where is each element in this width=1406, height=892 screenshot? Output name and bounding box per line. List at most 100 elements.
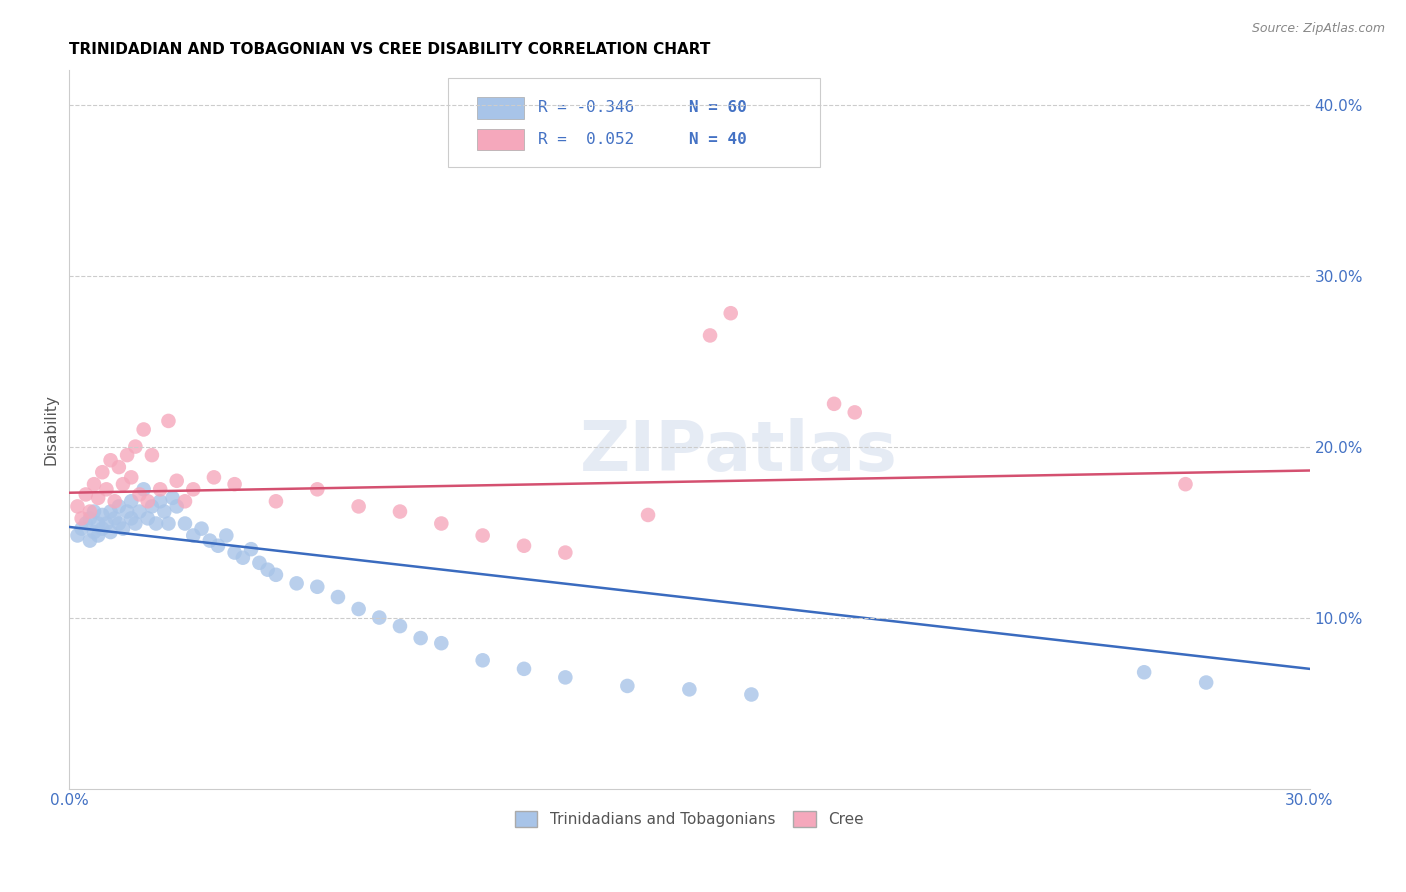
Point <box>157 516 180 531</box>
Point <box>347 602 370 616</box>
Point <box>823 397 845 411</box>
Point <box>70 522 93 536</box>
Point <box>844 405 866 419</box>
Point <box>264 494 287 508</box>
Point <box>256 563 278 577</box>
Point <box>554 670 576 684</box>
Point <box>224 477 246 491</box>
Point <box>166 474 188 488</box>
Point <box>1195 675 1218 690</box>
Point <box>224 545 246 559</box>
Point <box>83 524 105 539</box>
Point <box>409 631 432 645</box>
Point <box>132 483 155 497</box>
Point <box>128 504 150 518</box>
Point <box>115 504 138 518</box>
Point <box>104 494 127 508</box>
Point <box>108 500 131 514</box>
Y-axis label: Disability: Disability <box>44 394 58 465</box>
Point <box>145 516 167 531</box>
Point <box>699 328 721 343</box>
Point <box>616 679 638 693</box>
Point <box>174 494 197 508</box>
Point <box>91 508 114 522</box>
Point <box>120 470 142 484</box>
Point <box>136 511 159 525</box>
Point <box>79 511 101 525</box>
Point <box>149 494 172 508</box>
Point <box>124 516 146 531</box>
Point <box>111 477 134 491</box>
Point <box>87 491 110 505</box>
Point <box>96 483 118 497</box>
Point <box>240 542 263 557</box>
Point <box>79 533 101 548</box>
Point <box>174 516 197 531</box>
Point <box>388 619 411 633</box>
Point <box>153 504 176 518</box>
Point <box>100 453 122 467</box>
Point <box>471 653 494 667</box>
Point <box>100 524 122 539</box>
Text: N = 60: N = 60 <box>689 100 747 115</box>
Point <box>75 487 97 501</box>
Point <box>513 662 536 676</box>
Point <box>115 448 138 462</box>
Point <box>100 504 122 518</box>
Point <box>347 500 370 514</box>
Point <box>70 511 93 525</box>
Point <box>66 528 89 542</box>
Point <box>166 500 188 514</box>
Point <box>430 636 453 650</box>
Point <box>124 440 146 454</box>
Point <box>471 528 494 542</box>
Point <box>111 522 134 536</box>
Text: ZIPatlas: ZIPatlas <box>581 417 898 484</box>
Point <box>430 516 453 531</box>
Text: R =  0.052: R = 0.052 <box>538 132 634 147</box>
Point <box>678 682 700 697</box>
Point <box>637 508 659 522</box>
Point <box>285 576 308 591</box>
FancyBboxPatch shape <box>477 128 524 150</box>
Point <box>388 504 411 518</box>
Point <box>307 483 329 497</box>
Text: R = -0.346: R = -0.346 <box>538 100 634 115</box>
Point <box>128 487 150 501</box>
Text: TRINIDADIAN AND TOBAGONIAN VS CREE DISABILITY CORRELATION CHART: TRINIDADIAN AND TOBAGONIAN VS CREE DISAB… <box>69 42 710 57</box>
Point <box>120 494 142 508</box>
Point <box>202 470 225 484</box>
Point <box>136 494 159 508</box>
Point <box>87 516 110 531</box>
Point <box>264 567 287 582</box>
Point <box>120 511 142 525</box>
Point <box>249 556 271 570</box>
Point <box>75 516 97 531</box>
Point <box>104 511 127 525</box>
Text: Source: ZipAtlas.com: Source: ZipAtlas.com <box>1251 22 1385 36</box>
Point <box>91 465 114 479</box>
Point <box>190 522 212 536</box>
Point <box>1174 477 1197 491</box>
Point <box>87 528 110 542</box>
Point <box>326 590 349 604</box>
Point <box>83 477 105 491</box>
Point <box>162 491 184 505</box>
Point <box>198 533 221 548</box>
FancyBboxPatch shape <box>477 97 524 119</box>
Text: N = 40: N = 40 <box>689 132 747 147</box>
Point <box>141 448 163 462</box>
Point <box>368 610 391 624</box>
Point <box>149 483 172 497</box>
Point <box>554 545 576 559</box>
Point <box>181 483 204 497</box>
Point <box>307 580 329 594</box>
Point <box>1133 665 1156 680</box>
Point <box>232 550 254 565</box>
Point <box>720 306 742 320</box>
Point <box>740 688 762 702</box>
FancyBboxPatch shape <box>447 78 820 168</box>
Point <box>96 516 118 531</box>
Point <box>66 500 89 514</box>
Point <box>108 516 131 531</box>
